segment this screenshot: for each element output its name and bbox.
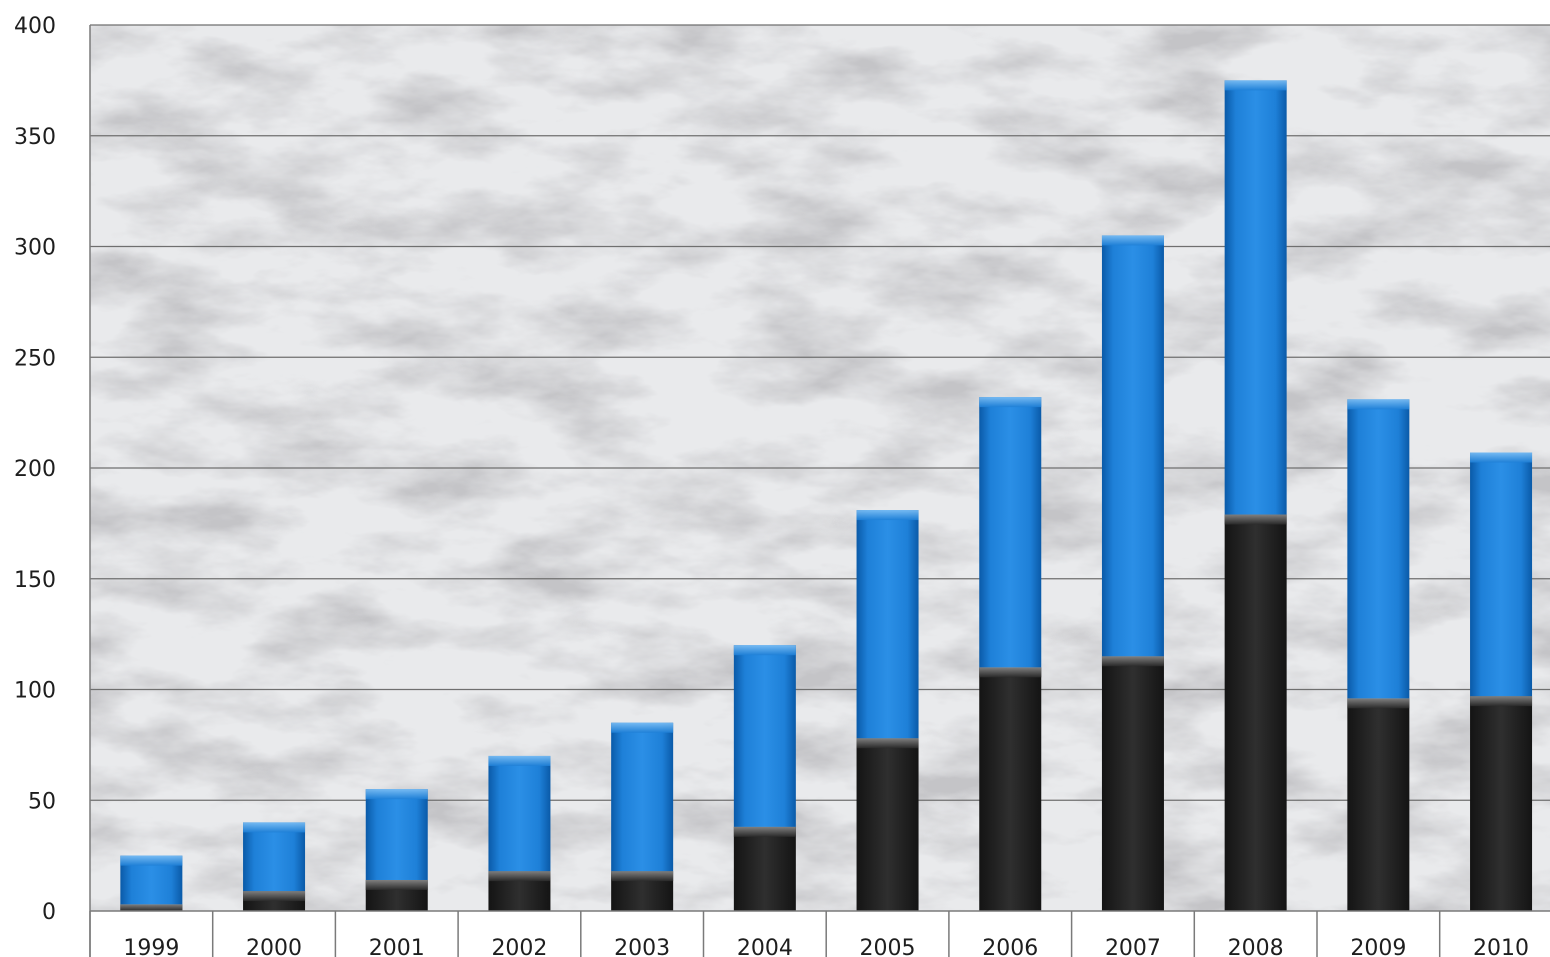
x-tick-label: 2003	[614, 936, 670, 957]
bar-cap-blue	[733, 645, 796, 656]
y-tick-label: 0	[42, 900, 56, 925]
y-tick-label: 350	[14, 125, 56, 150]
x-tick-label: 2006	[982, 936, 1038, 957]
bar-cap-blue	[1347, 399, 1410, 410]
bar-cap-dark	[365, 879, 428, 890]
x-tick-label: 2008	[1228, 936, 1284, 957]
bar-segment-dark	[733, 826, 796, 911]
bar-segment-blue	[611, 722, 674, 872]
bar-cap-blue	[979, 397, 1042, 408]
x-tick-label: 2007	[1105, 936, 1161, 957]
y-tick-label: 150	[14, 568, 56, 593]
gridlines	[90, 24, 1550, 801]
bar-cap-blue	[1101, 235, 1164, 246]
x-tick-label: 1999	[123, 936, 179, 957]
bar-cap-dark	[120, 904, 183, 911]
bar-cap-blue	[243, 822, 306, 833]
bar-segment-dark	[1470, 696, 1533, 911]
bar-segment-blue	[733, 645, 796, 827]
y-tick-label: 300	[14, 236, 56, 261]
bar-cap-blue	[120, 855, 183, 866]
x-tick-label: 2004	[737, 936, 793, 957]
bar-cap-dark	[488, 871, 551, 882]
y-tick-label: 250	[14, 346, 56, 371]
bar-cap-dark	[1470, 696, 1533, 707]
bar-cap-dark	[1101, 656, 1164, 667]
bar-segment-blue	[243, 822, 306, 892]
bar-segment-dark	[1347, 698, 1410, 911]
y-axis-ticks: 0 50 100 150 200 250 300 350 400	[14, 14, 56, 925]
bar-segment-dark	[856, 738, 919, 911]
bar-cap-dark	[1224, 514, 1287, 525]
bar-segment-blue	[1347, 399, 1410, 699]
bar-cap-dark	[1347, 698, 1410, 709]
x-tick-label: 2000	[246, 936, 302, 957]
bars	[120, 80, 1533, 911]
bar-cap-dark	[856, 738, 919, 749]
bar-segment-blue	[856, 510, 919, 739]
bar-cap-dark	[243, 891, 306, 902]
bar-cap-blue	[856, 510, 919, 521]
y-tick-label: 400	[14, 14, 56, 39]
bar-segment-dark	[1224, 514, 1287, 911]
bar-cap-blue	[1470, 452, 1533, 463]
bar-segment-blue	[488, 755, 551, 872]
bar-segment-blue	[1470, 452, 1533, 697]
bar-cap-dark	[611, 871, 674, 882]
bar-cap-blue	[1224, 80, 1287, 91]
y-tick-label: 100	[14, 679, 56, 704]
bar-segment-blue	[979, 397, 1042, 668]
bar-cap-dark	[733, 826, 796, 837]
x-tick-label: 2010	[1473, 936, 1529, 957]
bar-segment-blue	[1101, 235, 1164, 657]
bar-segment-dark	[1101, 656, 1164, 911]
x-tick-label: 2002	[491, 936, 547, 957]
bar-cap-blue	[611, 722, 674, 733]
bar-cap-dark	[979, 667, 1042, 678]
bar-cap-blue	[488, 755, 551, 766]
bar-segment-dark	[979, 667, 1042, 911]
bar-segment-blue	[365, 789, 428, 880]
y-tick-label: 50	[28, 789, 56, 814]
bar-segment-blue	[1224, 80, 1287, 515]
axes	[89, 25, 1550, 957]
x-tick-label: 2001	[369, 936, 425, 957]
bar-cap-blue	[365, 789, 428, 800]
x-tick-label: 2009	[1350, 936, 1406, 957]
y-tick-label: 200	[14, 457, 56, 482]
x-tick-label: 2005	[860, 936, 916, 957]
x-axis-ticks: 1999 2000 2001 2002 2003 2004 2005 2006 2007 2008…	[89, 911, 1529, 957]
